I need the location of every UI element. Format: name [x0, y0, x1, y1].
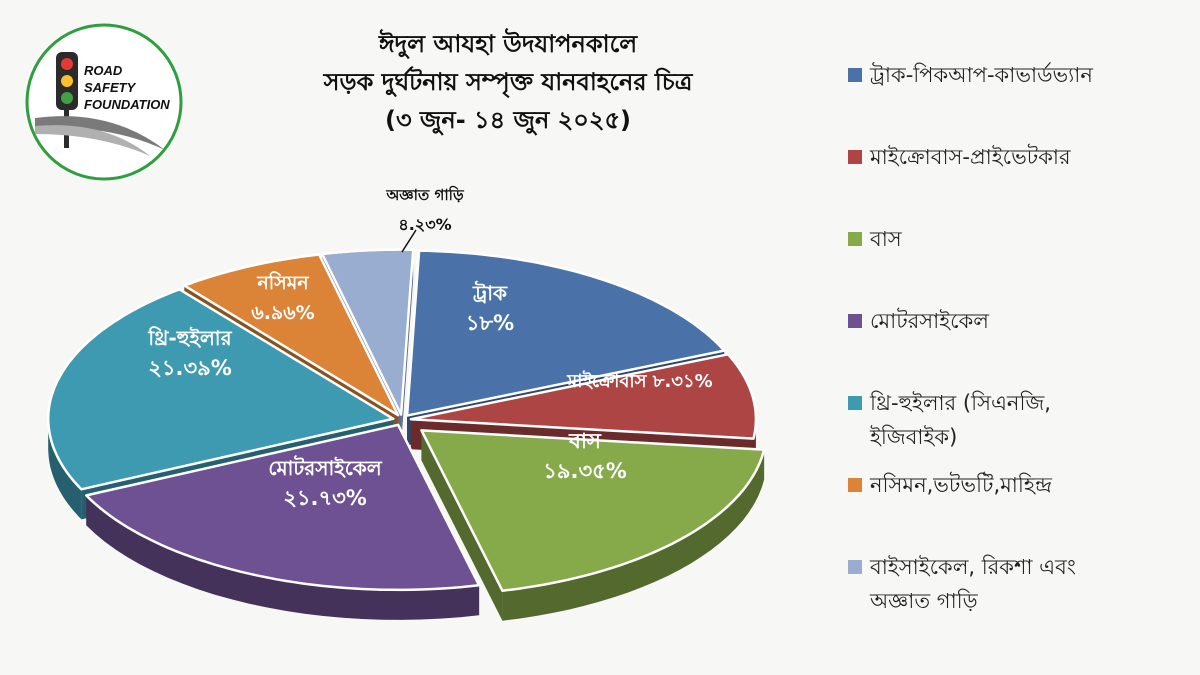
slice-value-0: ১৮%	[466, 311, 514, 335]
legend-entry-2: বাস	[848, 227, 903, 251]
legend-label-2-0: বাস	[869, 227, 903, 251]
slice-name-0: ট্রাক	[472, 280, 508, 305]
slice-name-3: মোটরসাইকেল	[268, 455, 382, 480]
legend-entry-0: ট্রাক-পিকআপ-কাভার্ডভ্যান	[848, 62, 1093, 87]
pie-slice-2	[420, 429, 766, 621]
slice-value-5: ৬.৯৬%	[251, 302, 314, 324]
legend-label-4-0: থ্রি-হুইলার (সিএনজি,	[869, 391, 1051, 415]
title-line-1: ঈদুল আযহা উদযাপনকালে	[378, 28, 638, 59]
legend-swatch-6	[848, 560, 862, 574]
logo-line-2: SAFETY	[84, 80, 137, 95]
legend-swatch-1	[848, 150, 862, 164]
pie-slices	[46, 248, 766, 621]
legend-entry-5: নসিমন,ভটভটি,মাহিন্দ্র	[848, 472, 1053, 497]
slice-label-1: মাইক্রোবাস ৮.৩১%	[566, 370, 712, 392]
legend-label-3-0: মোটরসাইকেল	[870, 308, 989, 333]
slice-name-4: থ্রি-হুইলার	[147, 326, 232, 350]
legend-entry-6: বাইসাইকেল, রিকশা এবং অজ্ঞাত গাড়ি	[848, 555, 1076, 613]
logo: ROAD SAFETY FOUNDATION	[25, 23, 183, 181]
slice-labels: ট্রাক ১৮% মাইক্রোবাস ৮.৩১% বাস ১৯.৩৫% মোটরসাই…	[147, 185, 712, 510]
legend-entry-1: মাইক্রোবাস-প্রাইভেটকার	[848, 144, 1071, 169]
legend-label-4-1: ইজিবাইক)	[869, 425, 957, 449]
legend-entry-4: থ্রি-হুইলার (সিএনজি, ইজিবাইক)	[848, 391, 1051, 449]
legend-swatch-5	[848, 478, 862, 492]
slice-leader-6	[401, 229, 417, 253]
slice-value-1: ৮.৩১%	[652, 371, 713, 392]
slice-name-1: মাইক্রোবাস	[566, 370, 652, 392]
legend-swatch-4	[848, 396, 862, 410]
logo-line-3: FOUNDATION	[84, 97, 170, 112]
slice-value-2: ১৯.৩৫%	[543, 459, 627, 483]
legend-label-6-0: বাইসাইকেল, রিকশা এবং	[869, 555, 1076, 579]
slice-name-6: অজ্ঞাত গাড়ি	[385, 185, 465, 204]
slice-value-3: ২১.৭৩%	[283, 486, 367, 510]
legend: ট্রাক-পিকআপ-কাভার্ডভ্যান মাইক্রোবাস-প্রাই…	[848, 62, 1093, 613]
legend-swatch-3	[848, 314, 862, 328]
slice-name-5: নসিমন	[256, 271, 309, 294]
title-line-3: (৩ জুন- ১৪ জুন ২০২৫)	[385, 106, 631, 136]
slice-value-4: ২১.৩৯%	[148, 356, 232, 380]
chart-title: ঈদুল আযহা উদযাপনকালে সড়ক দুর্ঘটনায় সম্…	[323, 28, 694, 136]
legend-label-6-1: অজ্ঞাত গাড়ি	[869, 589, 979, 613]
logo-line-1: ROAD	[84, 63, 123, 78]
road-swoosh-icon	[35, 116, 165, 156]
legend-entry-3: মোটরসাইকেল	[848, 308, 989, 333]
slice-value-6: ৪.২৩%	[398, 215, 451, 234]
legend-label-0-0: ট্রাক-পিকআপ-কাভার্ডভ্যান	[869, 62, 1093, 87]
title-line-2: সড়ক দুর্ঘটনায় সম্পৃক্ত যানবাহনের চিত্র	[323, 66, 694, 99]
pie-slice-3	[85, 423, 481, 620]
legend-label-1-0: মাইক্রোবাস-প্রাইভেটকার	[869, 144, 1071, 169]
legend-swatch-2	[848, 232, 862, 246]
legend-label-5-0: নসিমন,ভটভটি,মাহিন্দ্র	[869, 472, 1053, 497]
legend-swatch-0	[848, 68, 862, 82]
slice-name-2: বাস	[568, 429, 602, 453]
